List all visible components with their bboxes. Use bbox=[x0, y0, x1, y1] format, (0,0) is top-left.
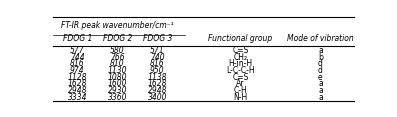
Text: 2948: 2948 bbox=[67, 86, 87, 95]
Text: e: e bbox=[318, 73, 323, 82]
Text: 2948: 2948 bbox=[148, 86, 167, 95]
Text: 2930: 2930 bbox=[108, 86, 127, 95]
Text: C=S: C=S bbox=[232, 46, 249, 55]
Text: d: d bbox=[318, 66, 323, 75]
Text: L-C-C-H: L-C-C-H bbox=[226, 66, 255, 75]
Text: N-H: N-H bbox=[233, 93, 247, 102]
Text: a: a bbox=[318, 93, 323, 102]
Text: b: b bbox=[318, 53, 323, 62]
Text: 3360: 3360 bbox=[108, 93, 127, 102]
Text: FDOG 3: FDOG 3 bbox=[143, 34, 172, 43]
Text: 577: 577 bbox=[70, 46, 85, 55]
Text: 744: 744 bbox=[70, 53, 85, 62]
Text: 810: 810 bbox=[110, 59, 125, 68]
Text: FT-IR peak wavenumber/cm⁻¹: FT-IR peak wavenumber/cm⁻¹ bbox=[61, 21, 174, 30]
Text: CH₂: CH₂ bbox=[233, 53, 247, 62]
Text: a: a bbox=[318, 86, 323, 95]
Text: Ar: Ar bbox=[236, 79, 245, 88]
Text: 3400: 3400 bbox=[148, 93, 167, 102]
Text: C=S: C=S bbox=[232, 73, 249, 82]
Text: 766: 766 bbox=[110, 53, 125, 62]
Text: 974: 974 bbox=[70, 66, 85, 75]
Text: 1628: 1628 bbox=[148, 79, 167, 88]
Text: 1138: 1138 bbox=[148, 73, 167, 82]
Text: 1128: 1128 bbox=[67, 73, 87, 82]
Text: H-in-H: H-in-H bbox=[228, 59, 252, 68]
Text: a: a bbox=[318, 79, 323, 88]
Text: C-H: C-H bbox=[233, 86, 247, 95]
Text: d: d bbox=[318, 59, 323, 68]
Text: 1628: 1628 bbox=[67, 79, 87, 88]
Text: 3334: 3334 bbox=[67, 93, 87, 102]
Text: a: a bbox=[318, 46, 323, 55]
Text: 1600: 1600 bbox=[108, 79, 127, 88]
Text: 1080: 1080 bbox=[108, 73, 127, 82]
Text: 740: 740 bbox=[150, 53, 165, 62]
Text: 580: 580 bbox=[110, 46, 125, 55]
Text: Mode of vibration: Mode of vibration bbox=[287, 34, 354, 43]
Text: FDOG 2: FDOG 2 bbox=[103, 34, 132, 43]
Text: 816: 816 bbox=[70, 59, 85, 68]
Text: 950: 950 bbox=[150, 66, 165, 75]
Text: Functional group: Functional group bbox=[208, 34, 272, 43]
Text: FDOG 1: FDOG 1 bbox=[63, 34, 92, 43]
Text: 571: 571 bbox=[150, 46, 165, 55]
Text: 816: 816 bbox=[150, 59, 165, 68]
Text: 1130: 1130 bbox=[108, 66, 127, 75]
